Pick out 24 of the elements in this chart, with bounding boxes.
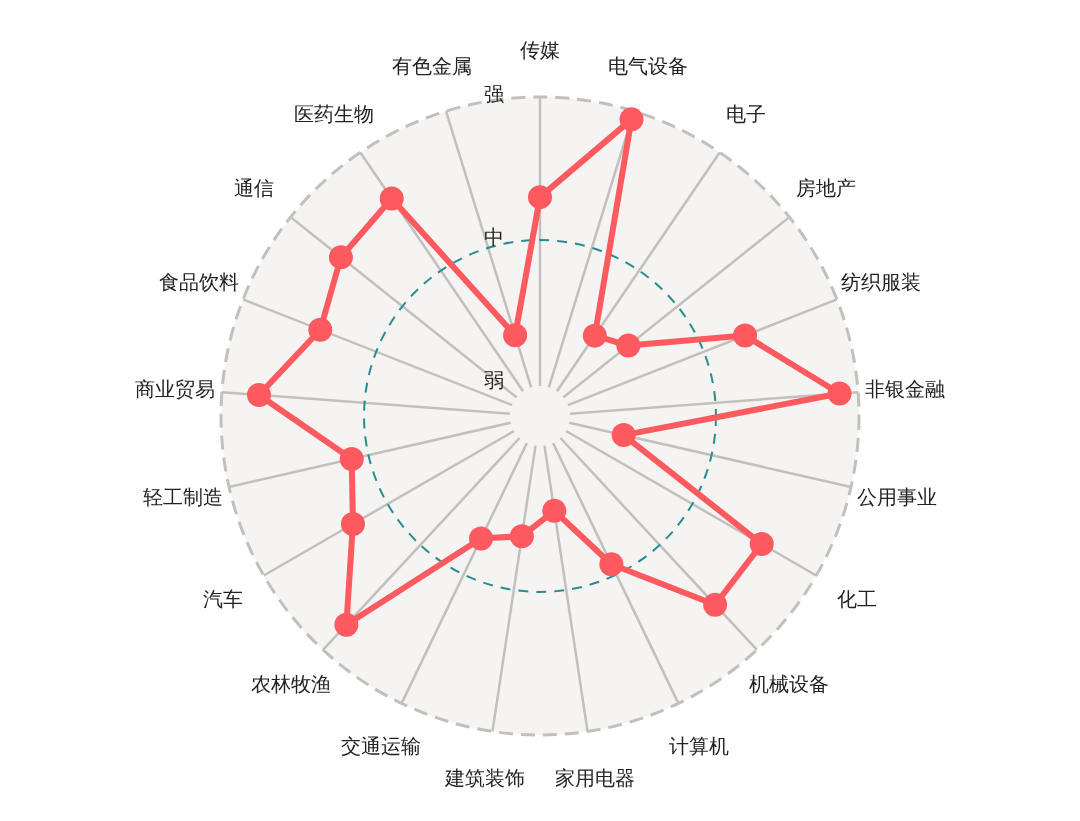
spoke-label: 机械设备 <box>748 672 829 697</box>
y-tick-label: 中 <box>484 225 504 250</box>
spoke-label: 纺织服装 <box>840 270 921 295</box>
spoke-label: 建筑装饰 <box>444 765 526 790</box>
spoke-label: 医药生物 <box>293 101 374 126</box>
spoke-label: 房地产 <box>796 175 857 200</box>
y-tick-label: 弱 <box>484 368 504 393</box>
spoke-label: 农林牧渔 <box>251 672 332 697</box>
spoke-label: 轻工制造 <box>143 485 224 510</box>
y-tick-label: 强 <box>484 82 504 106</box>
spoke-label: 汽车 <box>203 587 244 611</box>
spoke-label: 非银金融 <box>864 376 945 401</box>
spoke-label: 传媒 <box>520 38 560 62</box>
spoke-label: 食品饮料 <box>159 270 240 295</box>
spoke-label: 交通运输 <box>341 733 422 758</box>
spoke-label: 计算机 <box>668 733 729 758</box>
spoke-label: 家用电器 <box>554 765 635 790</box>
spoke-label: 有色金属 <box>392 54 473 79</box>
spoke-label: 化工 <box>836 587 877 611</box>
spoke-label: 商业贸易 <box>135 376 216 401</box>
spoke-label: 通信 <box>233 175 274 200</box>
spoke-label: 公用事业 <box>856 485 937 510</box>
spoke-label: 电子 <box>726 101 767 126</box>
spoke-label: 电气设备 <box>607 54 688 79</box>
